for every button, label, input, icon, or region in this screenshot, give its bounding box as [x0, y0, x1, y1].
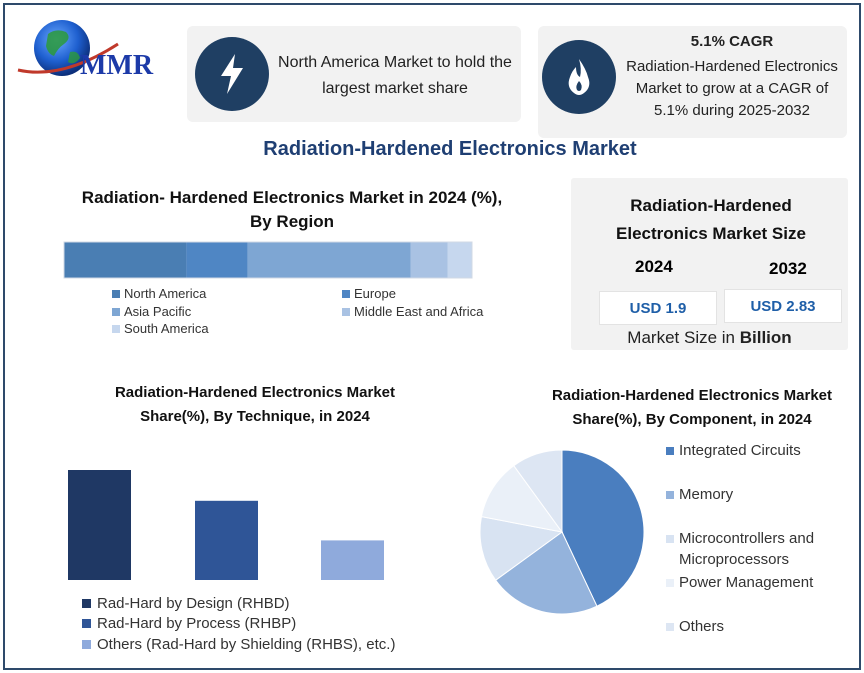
- component-legend-others: Others: [666, 616, 846, 637]
- legend-swatch: [112, 289, 120, 298]
- legend-label: Power Management: [679, 574, 814, 591]
- region-bar-north-america: [64, 242, 187, 278]
- region-stacked-bar: [63, 241, 473, 279]
- technique-legend-3: Others (Rad-Hard by Shielding (RHBS), et…: [82, 636, 395, 653]
- pie-slice-microcontrollers-and-microprocessors: [479, 516, 564, 581]
- legend-label: Europe: [354, 286, 396, 301]
- legend-label: Middle East and Africa: [354, 304, 484, 319]
- legend-swatch: [666, 623, 674, 631]
- value-2024: USD 1.9: [599, 291, 717, 325]
- legend-label: South America: [124, 321, 209, 336]
- mmr-logo: MMR: [14, 14, 174, 84]
- footer-unit: Billion: [739, 328, 792, 347]
- info-left-text: North America Market to hold the largest…: [278, 54, 512, 97]
- legend-swatch: [342, 307, 350, 316]
- info-box-cagr: 5.1% CAGR Radiation-Hardened Electronics…: [538, 26, 847, 138]
- legend-swatch: [666, 579, 674, 587]
- logo-text: MMR: [80, 50, 154, 81]
- legend-label: North America: [124, 286, 207, 301]
- fire-icon: [568, 59, 590, 95]
- value-2032: USD 2.83: [724, 289, 842, 323]
- fire-icon-circle: [542, 40, 616, 114]
- legend-swatch: [82, 640, 91, 649]
- component-legend-memory: Memory: [666, 484, 846, 505]
- legend-label: Rad-Hard by Process (RHBP): [97, 615, 297, 632]
- region-bar-asia-pacific: [247, 242, 411, 278]
- region-chart-title: Radiation- Hardened Electronics Market i…: [81, 188, 503, 231]
- year-2024: 2024: [635, 257, 673, 276]
- cagr-headline: 5.1% CAGR: [690, 33, 774, 50]
- pie-slice-integrated-circuits: [561, 449, 645, 607]
- pie-slice-others: [513, 449, 563, 534]
- pie-slice-power-management: [480, 464, 564, 533]
- market-size-footer: Market Size in Billion: [571, 328, 848, 348]
- legend-label: Rad-Hard by Design (RHBD): [97, 595, 290, 612]
- component-chart-title: Radiation-Hardened Electronics Market Sh…: [551, 387, 833, 428]
- technique-legend-2: Rad-Hard by Process (RHBP): [82, 615, 296, 632]
- technique-bar-1: [68, 470, 131, 580]
- component-legend-microcontrollers-and-microprocessors: Microcontrollers and Microprocessors: [666, 528, 846, 570]
- lightning-icon-circle: [195, 37, 269, 111]
- market-size-box: Radiation-Hardened Electronics Market Si…: [571, 178, 848, 350]
- legend-label: Microcontrollers and Microprocessors: [679, 530, 815, 568]
- info-box-north-america: North America Market to hold the largest…: [187, 26, 521, 122]
- cagr-text: Radiation-Hardened Electronics Market to…: [626, 58, 838, 119]
- legend-label: Others: [679, 618, 725, 635]
- region-legend-north-america: North America: [112, 286, 206, 301]
- component-legend-integrated-circuits: Integrated Circuits: [666, 440, 846, 461]
- region-bar-middle-east-and-africa: [410, 242, 448, 278]
- page-title: Radiation-Hardened Electronics Market: [263, 138, 637, 160]
- region-legend-europe: Europe: [342, 286, 396, 301]
- legend-swatch: [82, 599, 91, 608]
- technique-bar-3: [321, 540, 384, 580]
- legend-swatch: [666, 535, 674, 543]
- pie-slice-memory: [494, 531, 598, 615]
- legend-swatch: [112, 324, 120, 333]
- legend-label: Others (Rad-Hard by Shielding (RHBS), et…: [97, 636, 396, 653]
- technique-chart-title: Radiation-Hardened Electronics Market Sh…: [114, 384, 396, 425]
- technique-legend-1: Rad-Hard by Design (RHBD): [82, 595, 290, 612]
- lightning-icon: [221, 54, 243, 94]
- region-legend-middle-east-and-africa: Middle East and Africa: [342, 304, 483, 319]
- technique-bar-chart: [68, 470, 384, 580]
- region-legend-south-america: South America: [112, 321, 209, 336]
- component-pie-chart: [479, 449, 645, 615]
- region-bar-south-america: [447, 242, 472, 278]
- legend-swatch: [112, 307, 120, 316]
- region-bar-outline: [63, 241, 473, 279]
- legend-swatch: [342, 289, 350, 298]
- technique-bar-2: [195, 500, 258, 580]
- market-size-title: Radiation-Hardened Electronics Market Si…: [616, 196, 806, 243]
- legend-swatch: [666, 491, 674, 499]
- component-legend-power-management: Power Management: [666, 572, 846, 593]
- legend-swatch: [82, 619, 91, 628]
- legend-label: Integrated Circuits: [679, 442, 801, 459]
- legend-label: Memory: [679, 486, 734, 503]
- footer-prefix: Market Size in: [627, 328, 740, 347]
- legend-label: Asia Pacific: [124, 304, 192, 319]
- legend-swatch: [666, 447, 674, 455]
- year-2032: 2032: [769, 259, 807, 278]
- region-bar-europe: [186, 242, 248, 278]
- region-legend-asia-pacific: Asia Pacific: [112, 304, 191, 319]
